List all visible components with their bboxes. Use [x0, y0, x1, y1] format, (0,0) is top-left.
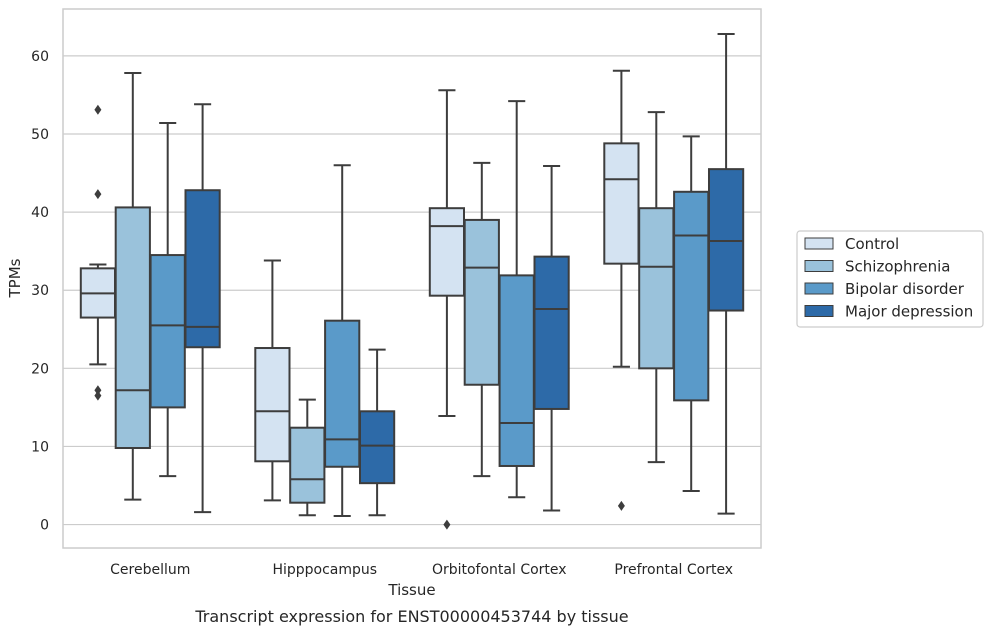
legend-swatch: [804, 260, 834, 272]
box-plot: [638, 111, 675, 464]
x-tick-label: Orbitofontal Cortex: [432, 562, 567, 578]
legend-swatch: [804, 282, 834, 295]
box-iqr: [114, 206, 151, 450]
legend-frame: [796, 230, 984, 328]
box-plot: [603, 69, 640, 511]
y-tick-label: 10: [31, 439, 49, 455]
outlier-point: [94, 390, 102, 401]
box-iqr: [184, 189, 221, 349]
y-tick-label: 20: [31, 361, 49, 377]
outlier-point: [94, 189, 102, 200]
box-plot: [533, 165, 570, 512]
box-iqr: [149, 254, 186, 409]
legend-swatch: [804, 237, 834, 250]
legend: Control Schizophrenia Bipolar disorder Majo…: [796, 230, 984, 328]
y-tick-label: 30: [31, 283, 49, 299]
y-tick-label: 60: [31, 49, 49, 65]
box-iqr: [428, 207, 466, 297]
outlier-point: [94, 385, 102, 396]
x-tick-label: Prefrontal Cortex: [614, 562, 733, 578]
legend-label: Control: [845, 235, 899, 253]
box-iqr: [254, 347, 291, 463]
series-group: [149, 100, 710, 517]
box-plot: [184, 103, 221, 514]
x-tick-label: Cerebellum: [110, 562, 190, 578]
box-iqr: [358, 410, 396, 485]
legend-label: Bipolar disorder: [845, 280, 965, 298]
outlier-point: [94, 104, 102, 115]
box-plot: [289, 398, 326, 517]
box-plot: [324, 164, 361, 517]
box-plot: [463, 161, 500, 478]
series-group: [114, 72, 675, 517]
box-plot: [114, 72, 151, 501]
x-tick-label: Hipppocampus: [272, 562, 377, 578]
box-plot: [149, 122, 186, 478]
box-iqr: [603, 142, 640, 265]
outlier-point: [443, 519, 451, 530]
y-tick-labels: 0 10 20 30 40 50 60: [31, 49, 49, 534]
series-group: [79, 69, 640, 530]
box-plot: [358, 348, 396, 517]
y-tick-label: 40: [31, 205, 49, 221]
box-plot: [428, 89, 466, 530]
legend-label: Schizophrenia: [845, 258, 950, 276]
y-tick-label: 0: [40, 518, 49, 534]
box-iqr: [638, 207, 675, 370]
box-plot: [254, 259, 291, 502]
y-axis-label: TPMs: [6, 258, 24, 298]
legend-swatch: [804, 305, 834, 317]
outlier-point: [617, 500, 625, 511]
plot-frame: [62, 8, 762, 549]
box-iqr: [707, 168, 745, 312]
series-group: [184, 32, 745, 517]
box-series: [79, 32, 745, 530]
box-iqr: [289, 426, 326, 504]
figure-caption: Transcript expression for ENST0000045374…: [194, 607, 628, 626]
box-plot: [79, 104, 117, 401]
box-plot: [498, 100, 535, 499]
box-plot: [707, 32, 745, 515]
y-tick-label: 50: [31, 127, 49, 143]
x-tick-labels: Cerebellum Hipppocampus Orbitofontal Corte…: [110, 562, 733, 578]
box-plot: [673, 135, 710, 492]
box-iqr: [498, 274, 535, 467]
box-iqr: [324, 319, 361, 468]
box-iqr: [463, 218, 500, 386]
box-iqr: [533, 255, 570, 410]
legend-label: Major depression: [845, 303, 973, 321]
box-iqr: [673, 190, 710, 402]
x-axis-label: Tissue: [387, 581, 435, 599]
